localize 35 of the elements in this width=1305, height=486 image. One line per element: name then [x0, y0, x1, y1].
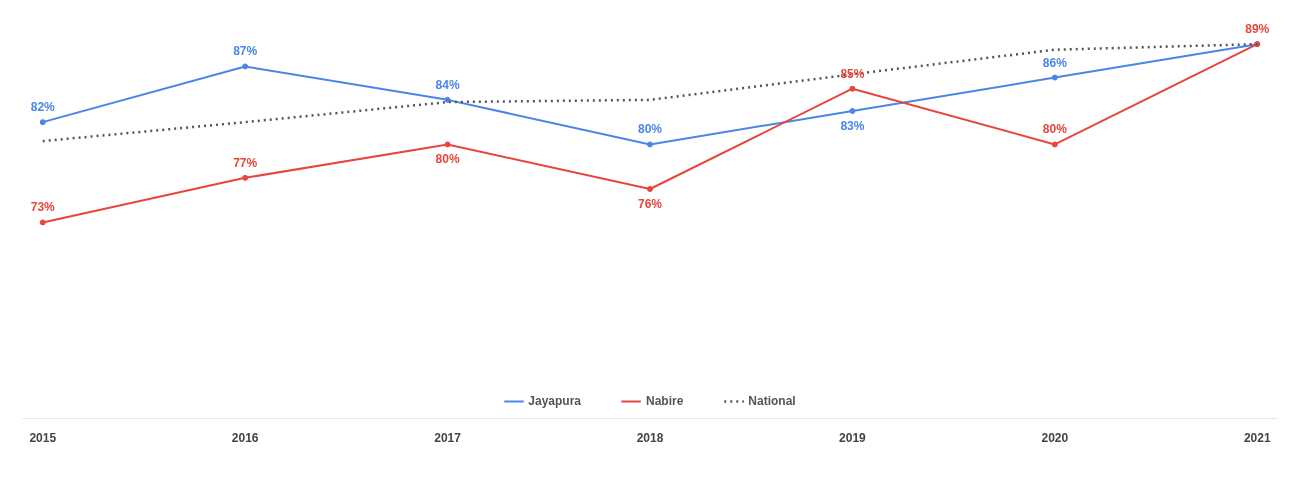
data-label: 87%	[233, 44, 258, 59]
x-tick-label: 2016	[231, 430, 259, 445]
point	[1051, 74, 1058, 81]
x-tick-label: 2021	[1243, 430, 1271, 445]
legend-label: Nabire	[646, 394, 684, 408]
point	[444, 141, 451, 148]
data-label: 82%	[30, 100, 56, 115]
data-label: 86%	[1042, 55, 1068, 70]
point	[242, 63, 249, 70]
data-label: 80%	[637, 122, 663, 137]
x-tick-label: 2019	[839, 430, 867, 445]
legend-label: Jayapura	[528, 394, 581, 408]
data-label: 83%	[840, 119, 865, 133]
x-tick-label: 2015	[29, 430, 57, 445]
data-label: 80%	[435, 152, 460, 167]
x-tick-label: 2017	[434, 430, 462, 445]
x-tick-label: 2018	[636, 430, 664, 445]
point	[849, 85, 856, 92]
data-label: 80%	[1042, 122, 1068, 137]
data-label: 73%	[30, 200, 56, 215]
point	[39, 219, 46, 226]
data-label: 85%	[840, 66, 865, 81]
point	[444, 96, 451, 103]
data-label: 84%	[435, 77, 460, 92]
point	[242, 174, 249, 181]
x-tick-label: 2020	[1041, 430, 1069, 445]
point	[1051, 141, 1058, 148]
point	[849, 108, 856, 114]
data-label: 77%	[233, 155, 258, 170]
data-label: 89%	[1245, 22, 1270, 37]
point	[647, 185, 653, 192]
data-label: 76%	[637, 196, 663, 211]
legend-label: National	[748, 394, 796, 408]
point	[647, 141, 653, 148]
point	[39, 119, 46, 126]
